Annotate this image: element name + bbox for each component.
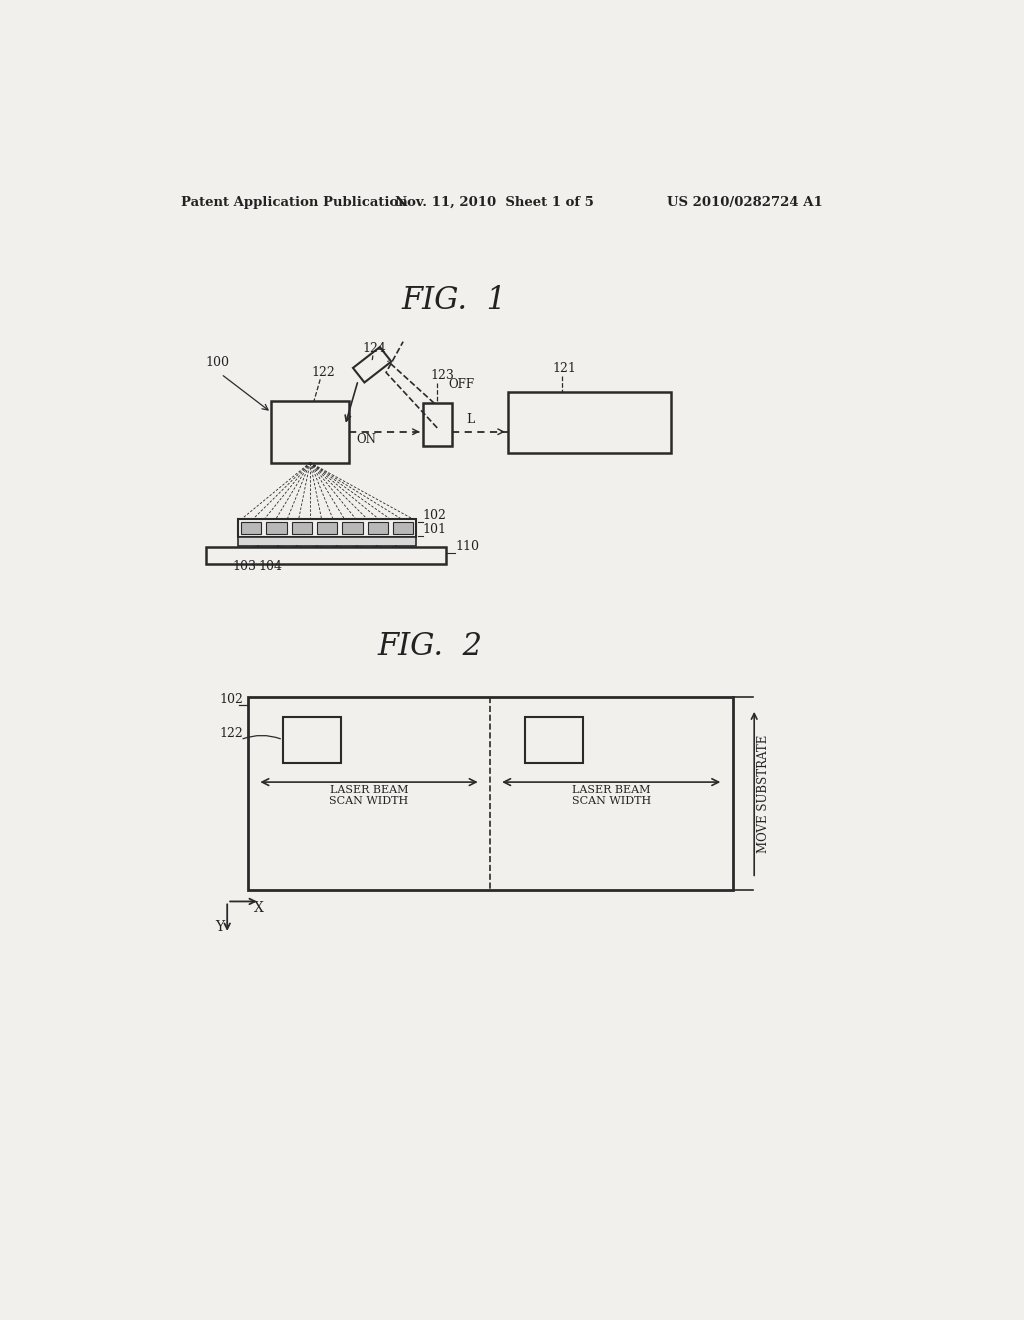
Text: Y: Y	[215, 920, 224, 933]
Text: 100: 100	[206, 356, 229, 370]
Bar	[266, 521, 287, 535]
Bar	[238, 537, 417, 546]
Bar	[271, 401, 349, 462]
Text: OFF: OFF	[449, 378, 474, 391]
Bar	[508, 392, 671, 453]
Text: X: X	[254, 902, 264, 915]
Text: FIG.  2: FIG. 2	[378, 631, 482, 663]
Bar	[423, 404, 452, 446]
Text: LASER BEAM: LASER BEAM	[572, 785, 650, 795]
Bar	[524, 717, 583, 763]
Text: 102: 102	[423, 508, 446, 521]
Text: 104: 104	[258, 561, 283, 573]
Text: 123: 123	[430, 368, 454, 381]
Bar	[238, 519, 417, 537]
Bar	[206, 548, 445, 564]
Text: L: L	[466, 413, 474, 425]
Text: Nov. 11, 2010  Sheet 1 of 5: Nov. 11, 2010 Sheet 1 of 5	[395, 197, 594, 209]
Bar	[317, 521, 337, 535]
Text: FIG.  1: FIG. 1	[401, 285, 506, 315]
Text: SCAN WIDTH: SCAN WIDTH	[330, 796, 409, 805]
Bar	[342, 521, 362, 535]
Text: 110: 110	[455, 540, 479, 553]
Text: 103: 103	[232, 561, 257, 573]
Bar	[292, 521, 312, 535]
Bar	[241, 521, 261, 535]
Text: Patent Application Publication: Patent Application Publication	[180, 197, 408, 209]
Text: LASER BEAM: LASER BEAM	[330, 785, 409, 795]
Bar	[283, 717, 341, 763]
Text: 102: 102	[219, 693, 244, 706]
Text: 122: 122	[311, 366, 336, 379]
Bar	[368, 521, 388, 535]
Text: SCAN WIDTH: SCAN WIDTH	[571, 796, 651, 805]
Text: 121: 121	[553, 363, 577, 375]
Text: US 2010/0282724 A1: US 2010/0282724 A1	[667, 197, 822, 209]
Text: MOVE SUBSTRATE: MOVE SUBSTRATE	[757, 734, 770, 853]
Text: 124: 124	[362, 342, 386, 355]
Bar	[393, 521, 414, 535]
Text: ON: ON	[356, 433, 377, 446]
Text: 101: 101	[423, 524, 446, 536]
Text: 122: 122	[219, 727, 244, 741]
Bar	[248, 697, 732, 890]
